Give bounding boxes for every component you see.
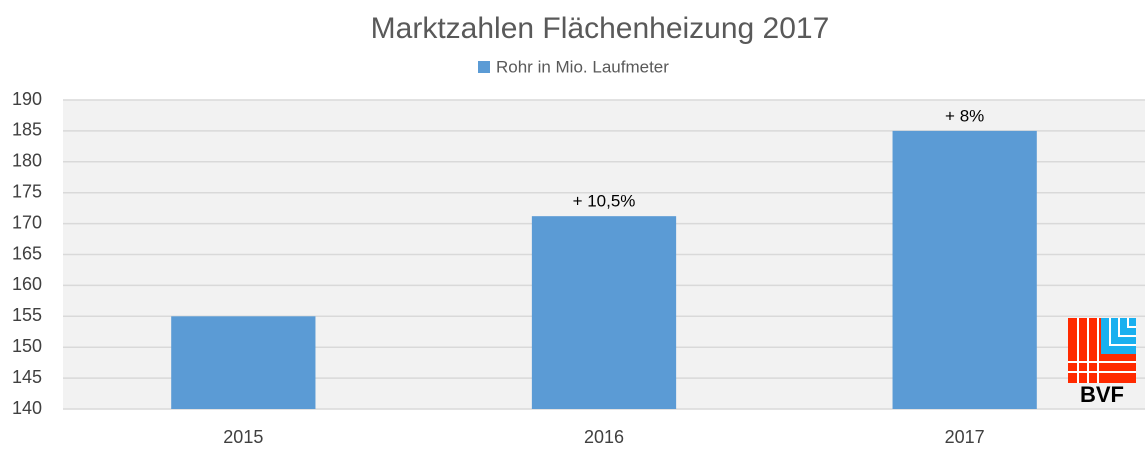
annotation: + 10,5%	[573, 192, 636, 211]
y-tick-label: 170	[12, 212, 42, 232]
y-tick-label: 145	[12, 367, 42, 387]
x-tick-label: 2015	[223, 427, 263, 447]
legend-label: Rohr in Mio. Laufmeter	[496, 57, 669, 76]
annotation: + 8%	[945, 106, 984, 125]
logo-text: BVF	[1080, 382, 1124, 407]
chart-title: Marktzahlen Flächenheizung 2017	[371, 12, 830, 45]
y-tick-label: 140	[12, 398, 42, 418]
x-tick-label: 2016	[584, 427, 624, 447]
y-tick-label: 160	[12, 274, 42, 294]
y-tick-label: 155	[12, 305, 42, 325]
logo-lines	[1068, 318, 1136, 383]
logo-blue-lines	[1109, 318, 1136, 346]
x-tick-label: 2017	[945, 427, 985, 447]
bar	[171, 316, 316, 409]
bar	[892, 130, 1037, 409]
logo: BVF	[1068, 318, 1136, 407]
bar	[531, 216, 677, 409]
y-tick-label: 185	[12, 120, 42, 140]
y-tick-label: 150	[12, 336, 42, 356]
y-tick-label: 190	[12, 89, 42, 109]
y-tick-label: 175	[12, 181, 42, 201]
legend-swatch	[478, 61, 490, 73]
y-tick-label: 180	[12, 151, 42, 171]
y-tick-label: 165	[12, 243, 42, 263]
